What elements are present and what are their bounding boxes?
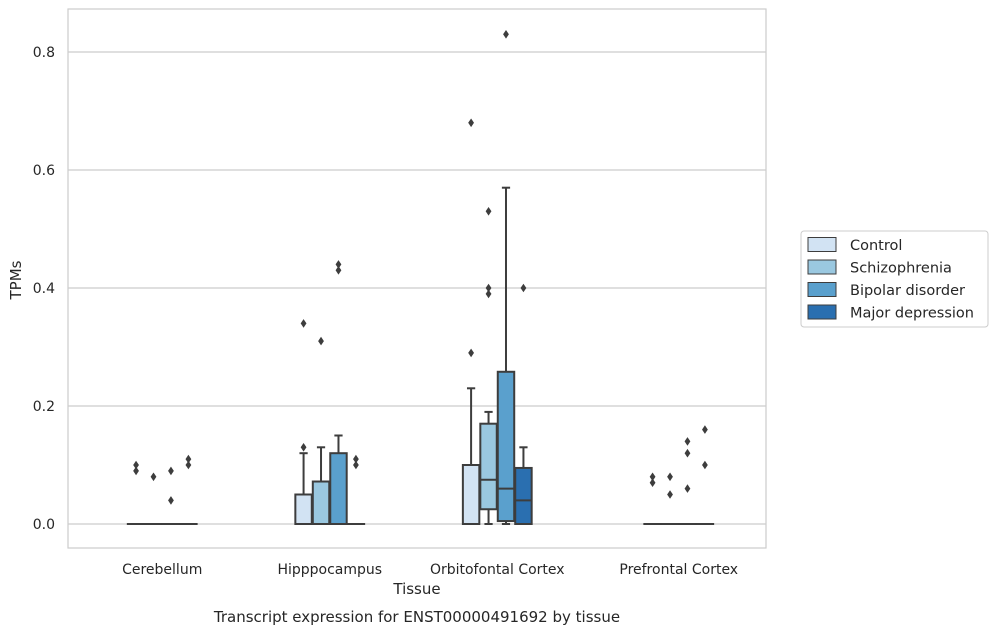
y-tick-label: 0.6 [33,163,55,179]
outlier-point [468,348,474,358]
outlier-point [300,319,307,328]
outlier-point [335,266,342,275]
category-group [294,260,366,526]
x-tick-label: Orbitofontal Cortex [430,562,565,578]
outlier-point [185,460,192,470]
outlier-point [684,437,691,446]
legend-label: Major depression [850,306,974,322]
x-tick-label: Hipppocampus [277,562,382,578]
legend-frame [800,230,989,328]
legend-label: Control [850,238,902,254]
legend-label: Schizophrenia [850,261,952,277]
outlier-point [468,118,474,128]
chart-caption: Transcript expression for ENST0000049169… [213,608,620,626]
outlier-point [353,454,359,464]
x-tick-label: Prefrontal Cortex [619,562,738,578]
outlier-point [649,472,656,482]
legend-swatch [807,259,837,275]
outlier-point [318,336,324,346]
category-group [126,454,198,526]
outlier-point [503,30,509,39]
box [329,452,348,526]
outlier-point [667,472,673,482]
category-group [643,425,715,526]
outlier-point [300,443,307,452]
box-groups [126,30,715,526]
outlier-point [702,460,708,470]
plot-frame [67,8,767,549]
outlier-point [185,454,192,464]
legend-swatch [807,237,837,252]
outlier-point [168,496,174,505]
outlier-point [133,460,139,470]
outlier-point [485,283,492,293]
y-tick-label: 0.4 [33,281,55,297]
outlier-point [485,207,492,216]
outlier-point [133,466,139,476]
outlier-point [353,460,359,470]
box [479,422,498,511]
x-tick-label: Cerebellum [122,562,202,578]
outlier-point [168,466,174,476]
y-tick-labels: 0.0 0.2 0.4 0.6 0.8 [33,45,55,533]
box [311,480,331,525]
box [461,464,481,525]
box [294,493,313,525]
x-tick-labels: Cerebellum Hipppocampus Orbitofontal Corte… [122,562,738,578]
legend: Control Schizophrenia Bipolar disorder Majo… [800,230,989,328]
outlier-point [684,484,691,493]
outlier-point [649,478,656,487]
outlier-point [150,472,157,482]
y-axis-label: TPMs [7,260,25,300]
outlier-point [485,289,492,299]
outlier-point [667,490,673,499]
legend-swatch [807,282,837,297]
outlier-point [520,283,527,293]
outlier-point [335,260,342,269]
box [514,466,533,526]
box [496,370,516,523]
category-group [461,30,533,526]
y-tick-label: 0.2 [33,399,55,415]
legend-swatch [807,304,837,320]
y-tick-label: 0.0 [33,517,55,533]
outlier-point [702,425,708,434]
plot-background [68,9,766,548]
x-axis-label: Tissue [392,580,440,598]
y-tick-label: 0.8 [33,45,55,61]
outlier-point [684,448,691,458]
legend-label: Bipolar disorder [850,283,965,299]
